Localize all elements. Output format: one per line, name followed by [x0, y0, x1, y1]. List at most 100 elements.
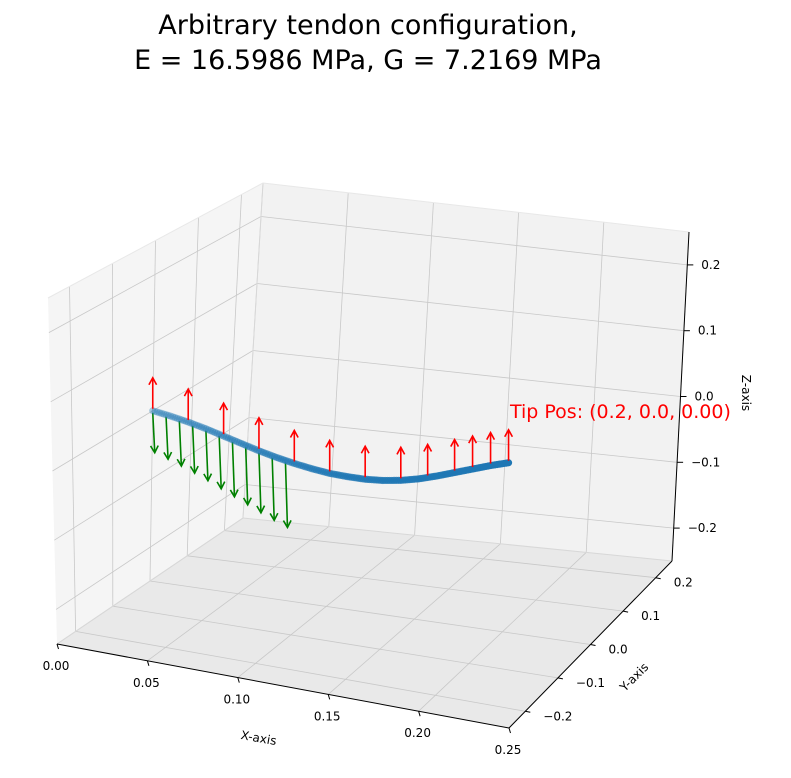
- down-force-arrows: [149, 412, 292, 530]
- arrow-shaft: [218, 436, 222, 489]
- backbone-point: [222, 433, 230, 441]
- backbone-point: [177, 416, 186, 424]
- up-arrow: [504, 428, 514, 461]
- arrow-shaft: [151, 412, 156, 453]
- backbone-point: [211, 428, 219, 437]
- backbone-point: [173, 414, 181, 422]
- grid-line: [54, 417, 250, 541]
- y-tick: [525, 710, 531, 713]
- up-arrow: [183, 387, 193, 421]
- z-tick-label: −0.1: [691, 455, 720, 469]
- backbone-point: [169, 413, 177, 421]
- backbone-point: [504, 459, 513, 467]
- z-tick-label: 0.0: [695, 390, 714, 404]
- down-arrow: [256, 452, 266, 515]
- arrow-head: [468, 434, 478, 444]
- down-arrow: [216, 436, 226, 491]
- backbone-point: [220, 432, 228, 440]
- grid-line: [149, 580, 591, 645]
- grid-line: [224, 530, 656, 579]
- backbone-point: [195, 422, 203, 430]
- arrow-head: [149, 445, 159, 455]
- backbone-point: [186, 419, 195, 427]
- arrow-head: [423, 442, 433, 452]
- arrow-head: [183, 387, 193, 397]
- arrow-head: [254, 416, 264, 426]
- backbone-point: [149, 407, 157, 415]
- arrow-shaft: [165, 416, 169, 460]
- x-tick: [508, 727, 511, 734]
- x-axis-label: X-axis: [240, 728, 278, 748]
- down-arrow: [229, 441, 239, 499]
- x-tick: [237, 677, 240, 683]
- y-tick-label: −0.1: [576, 676, 605, 690]
- tick-marks: [56, 264, 694, 734]
- arrow-head: [269, 512, 279, 522]
- up-arrow: [396, 445, 406, 479]
- tendon-backbone: [149, 407, 513, 485]
- backbone-point: [162, 411, 170, 419]
- down-arrow: [203, 430, 213, 483]
- x-tick-label: 0.05: [133, 676, 160, 690]
- arrow-head: [486, 430, 496, 440]
- y-tick: [590, 644, 596, 646]
- x-tick-label: 0.25: [495, 743, 522, 757]
- down-arrow: [242, 447, 253, 507]
- arrow-shaft: [205, 430, 209, 481]
- backbone-point: [164, 411, 172, 420]
- arrow-head: [148, 376, 158, 386]
- y-tick-label: 0.0: [609, 643, 628, 657]
- arrow-head: [504, 428, 514, 438]
- z-tick-label: 0.1: [698, 324, 717, 338]
- grid-line: [244, 484, 674, 529]
- down-arrow: [176, 421, 186, 468]
- arrow-shaft: [258, 452, 262, 513]
- backbone-point: [200, 424, 208, 432]
- up-arrow: [254, 416, 264, 449]
- backbone-point: [151, 407, 159, 416]
- y-tick-label: −0.2: [543, 709, 572, 723]
- arrow-shaft: [231, 441, 236, 497]
- arrow-head: [216, 481, 226, 491]
- floor-pane-xy: [57, 518, 672, 728]
- backbone-point: [215, 430, 223, 438]
- arrow-head: [219, 401, 229, 411]
- up-force-arrows: [148, 376, 514, 479]
- tick-labels: 0.00 0.05 0.10 0.15 0.20 0.25 −0.2 −0.1 0.0 0.1 0.…: [43, 258, 721, 757]
- tip-position-annotation: Tip Pos: (0.2, 0.0, 0.00): [509, 401, 731, 423]
- backbone-point: [166, 412, 175, 420]
- arrow-head: [325, 438, 335, 448]
- down-arrow: [269, 457, 279, 522]
- x-axis-line: [56, 643, 510, 729]
- arrow-shaft: [244, 447, 249, 505]
- z-tick-label: −0.2: [688, 521, 717, 535]
- y-axis-label: Y-axis: [616, 660, 651, 695]
- arrow-head: [396, 445, 406, 455]
- back-pane-xz: [243, 183, 689, 561]
- arrow-head: [282, 519, 292, 530]
- up-arrow: [148, 376, 158, 409]
- x-tick-label: 0.15: [314, 709, 341, 723]
- x-tick: [327, 694, 331, 700]
- grid-line: [50, 283, 258, 403]
- arrow-head: [289, 428, 299, 438]
- backbone-point: [171, 413, 179, 422]
- backbone-point: [158, 409, 166, 418]
- x-tick: [56, 643, 59, 650]
- arrow-shaft: [178, 421, 183, 467]
- arrow-head: [176, 458, 186, 468]
- up-arrow: [486, 430, 496, 464]
- backbone-point: [153, 408, 161, 416]
- x-tick-label: 0.10: [223, 693, 250, 707]
- down-arrow: [282, 462, 292, 530]
- x-tick: [418, 711, 421, 717]
- grid-line: [248, 417, 678, 463]
- z-tick-label: 0.2: [701, 258, 720, 272]
- grid-line: [75, 631, 526, 712]
- chart-title: Arbitrary tendon configuration,: [158, 10, 578, 41]
- pane-edges: [47, 182, 690, 645]
- backbone-point: [175, 415, 183, 423]
- grid-line: [252, 350, 681, 397]
- backbone-point: [180, 416, 188, 425]
